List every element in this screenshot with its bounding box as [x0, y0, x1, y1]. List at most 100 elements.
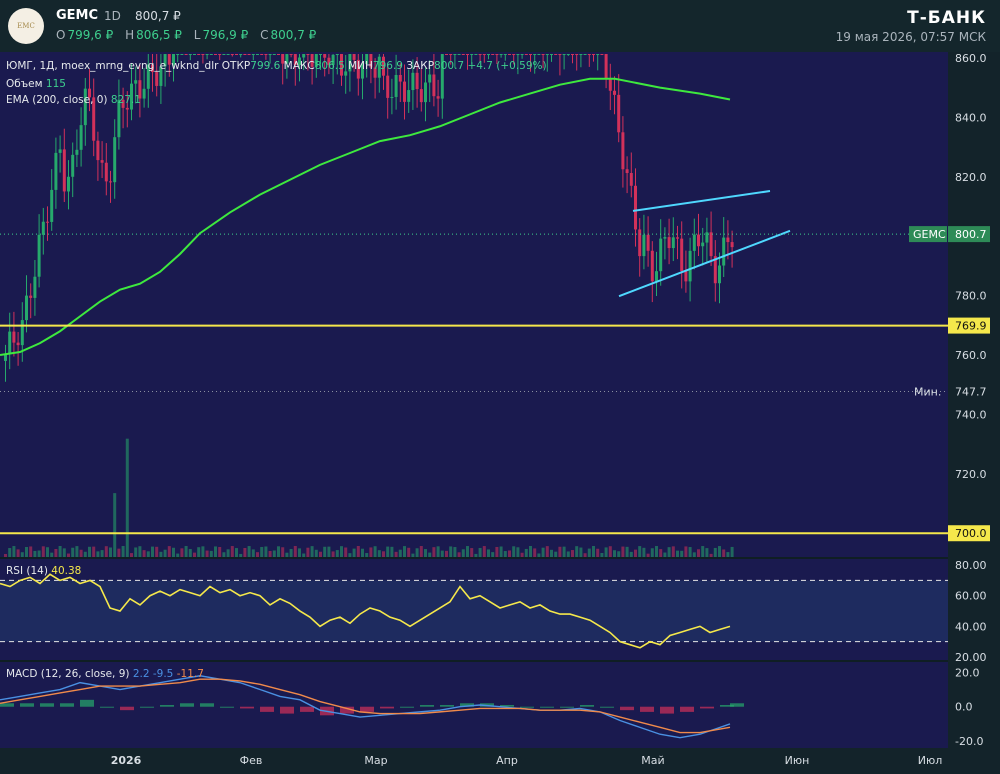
candle-body [453, 54, 457, 55]
volume-bar [625, 546, 629, 557]
time-tick-label: Апр [496, 754, 518, 767]
volume-bar [281, 547, 285, 557]
candle-body [520, 54, 524, 55]
ticker-badge-text: GEMC [913, 228, 946, 241]
volume-bar [104, 546, 108, 557]
volume-bar [96, 551, 100, 557]
candle-body [592, 54, 595, 55]
macd-histogram-bar [640, 706, 654, 712]
volume-bar [617, 551, 621, 557]
chart-canvas[interactable]: 860.0 840.0 820.0 780.0 760.0 740.0 720.0 700.0… [0, 52, 1000, 774]
volume-bar [365, 553, 369, 557]
candle-body [109, 181, 112, 183]
macd-histogram-bar [380, 706, 394, 709]
candle-body [209, 54, 213, 55]
volume-bar [659, 549, 663, 557]
volume-bar [302, 553, 306, 557]
candle-body [134, 80, 138, 84]
candle-body [310, 54, 314, 67]
main-pane-bg [0, 52, 948, 557]
rsi-key: RSI (14) [6, 565, 48, 577]
volume-bar [348, 553, 352, 557]
candle-body [96, 140, 100, 161]
legend-change: +4.7 (+0.59%) [467, 60, 547, 72]
macd-histogram-bar [160, 705, 174, 707]
candle-body [130, 83, 133, 110]
candle-body [50, 189, 54, 222]
volume-bar [298, 548, 301, 557]
volume-bar [613, 550, 616, 557]
volume-bar [323, 546, 327, 557]
candle-body [46, 221, 49, 223]
volume-bar [268, 550, 272, 557]
candle-body [361, 64, 364, 79]
candle-body [268, 54, 272, 55]
rsi-value: 40.38 [51, 565, 82, 577]
legend-open-value: 799.6 [250, 60, 281, 72]
volume-bar [533, 548, 537, 557]
ticker-symbol[interactable]: GEMC [56, 8, 99, 23]
candle-body [146, 64, 150, 89]
macd-histogram-bar [280, 706, 294, 714]
candle-body [587, 54, 591, 55]
main-legend: ЮМГ, 1Д, moex_mrng_evng_e_wknd_dlr ОТКР7… [6, 60, 547, 72]
candle-body [403, 81, 406, 102]
macd-histogram-bar [500, 705, 514, 707]
candle-body [629, 173, 633, 186]
macd-key: MACD (12, 26, close, 9) [6, 668, 130, 680]
macd-histogram-bar [620, 706, 634, 711]
candle-body [495, 54, 499, 55]
candle-body [373, 67, 377, 78]
volume-bar [566, 551, 570, 557]
time-tick-label: Июл [918, 754, 943, 767]
macd-histogram-bar [0, 703, 14, 707]
candle-body [319, 54, 322, 55]
level-badge [948, 317, 990, 334]
candle-body [344, 71, 348, 76]
level-badge-text: 700.0 [955, 527, 987, 540]
timeframe[interactable]: 1D [104, 9, 121, 23]
volume-bar [109, 547, 112, 557]
volume-bar [558, 546, 562, 557]
candle-body [533, 54, 537, 55]
volume-bar [356, 546, 360, 557]
volume-bar [608, 546, 612, 557]
volume-bar [377, 550, 381, 557]
volume-bar [440, 550, 444, 557]
volume-legend: Объем 115 [6, 78, 66, 90]
candle-body [71, 154, 75, 177]
volume-bar [382, 551, 385, 557]
candle-body [419, 89, 423, 103]
candle-body [277, 54, 280, 55]
candle-body [180, 54, 184, 55]
volume-bar [445, 550, 448, 557]
candle-body [340, 54, 343, 76]
volume-bar [663, 552, 667, 557]
volume-bar [667, 547, 671, 557]
candle-body [684, 271, 688, 282]
volume-bar [373, 546, 377, 557]
candle-body [264, 54, 268, 55]
company-logo: EMC [8, 8, 44, 44]
volume-bar [524, 548, 528, 557]
min-label: Мин. [914, 386, 941, 399]
volume-bar [394, 551, 398, 557]
volume-bar [537, 553, 541, 557]
volume-bar [428, 552, 432, 557]
candle-body [188, 54, 192, 55]
candle-body [503, 54, 507, 55]
macd-tick-label: 0.0 [955, 701, 973, 714]
candle-body [524, 54, 528, 55]
candle-body [688, 250, 692, 282]
candle-body [604, 54, 608, 79]
candle-body [256, 54, 259, 55]
volume-bar [692, 552, 696, 557]
volume-bar [205, 550, 209, 557]
level-badge [948, 525, 990, 542]
candle-body [298, 57, 301, 65]
rsi-tick-label: 80.00 [955, 559, 987, 572]
volume-bar [184, 546, 188, 557]
candle-body [650, 250, 654, 282]
volume-bar [390, 546, 394, 557]
candle-body [705, 232, 709, 243]
